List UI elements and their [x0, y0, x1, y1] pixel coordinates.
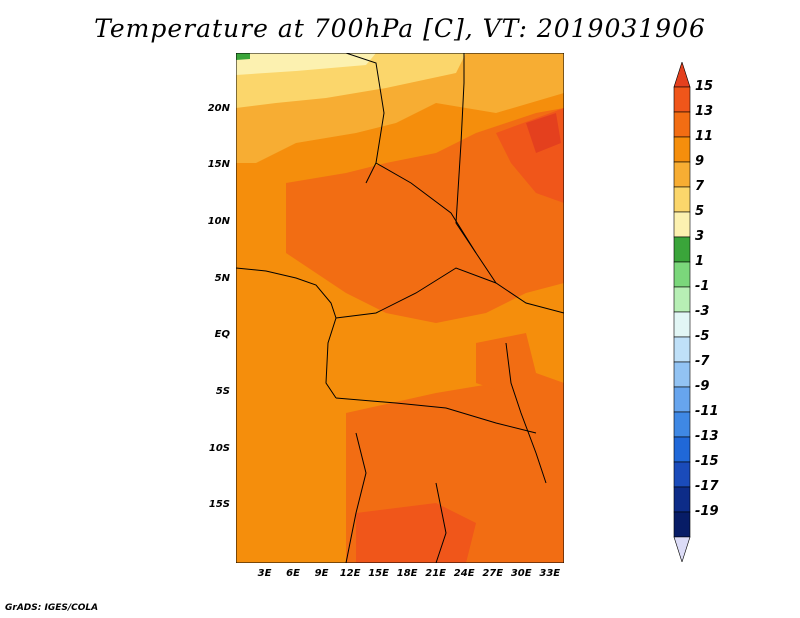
colorbar-swatch [673, 186, 691, 213]
colorbar-label: 7 [695, 179, 705, 194]
colorbar-label: 5 [695, 204, 705, 219]
colorbar-swatch [673, 236, 691, 263]
colorbar-label: 13 [695, 104, 714, 119]
lat-tick-label: 10S [208, 442, 230, 454]
colorbar [673, 62, 691, 562]
political-borders [235, 52, 565, 564]
colorbar-swatch [673, 461, 691, 488]
colorbar-swatch [673, 411, 691, 438]
colorbar-label: -15 [695, 454, 719, 469]
lat-tick-label: 5N [214, 272, 230, 284]
colorbar-swatch [673, 261, 691, 288]
colorbar-swatch [673, 536, 691, 562]
colorbar-swatch [673, 62, 691, 88]
map-panel [235, 52, 565, 564]
lon-tick-label: 9E [314, 568, 329, 579]
band-11-north [286, 108, 564, 323]
colorbar-label: 15 [695, 79, 714, 94]
colorbar-swatch [673, 311, 691, 338]
colorbar-swatch [673, 436, 691, 463]
lat-tick-label: 10N [207, 216, 230, 227]
temperature-map [235, 52, 565, 564]
colorbar-swatch [673, 511, 691, 538]
colorbar-label: -1 [695, 279, 710, 294]
lon-tick-label: 24E [453, 568, 475, 579]
colorbar-swatch [673, 211, 691, 238]
band-3-north [236, 53, 376, 75]
colorbar-label: -3 [695, 304, 710, 319]
colorbar-swatch [673, 286, 691, 313]
lon-tick-label: 3E [257, 568, 272, 579]
colorbar-swatch [673, 486, 691, 513]
lon-tick-label: 6E [286, 568, 300, 579]
lon-tick-label: 27E [482, 568, 504, 579]
colorbar-label: -5 [695, 329, 710, 344]
grads-credit: GrADS: IGES/COLA [5, 603, 99, 613]
colorbar-label: 1 [695, 254, 705, 269]
lon-tick-label: 12E [339, 568, 361, 579]
lat-tick-label: 5S [215, 386, 230, 397]
colorbar-swatch [673, 386, 691, 413]
colorbar-label: -19 [695, 504, 719, 519]
colorbar-label: -17 [695, 479, 719, 494]
colorbar-swatch [673, 336, 691, 363]
colorbar-swatch [673, 86, 691, 113]
colorbar-label: 11 [695, 129, 714, 144]
colorbar-label: 3 [695, 229, 705, 244]
lon-tick-label: 21E [425, 568, 447, 579]
band-11-east [476, 333, 536, 393]
lon-tick-label: 30E [510, 568, 532, 579]
colorbar-label: -9 [695, 379, 710, 394]
lon-tick-label: 33E [539, 568, 561, 579]
colorbar-label: -13 [695, 429, 719, 444]
lat-tick-label: EQ [214, 329, 230, 341]
map-title: Temperature at 700hPa [C], VT: 201903190… [94, 14, 706, 43]
band-15-northeast [526, 113, 561, 153]
lon-tick-label: 18E [396, 568, 418, 579]
green-corner [236, 53, 250, 60]
colorbar-swatch [673, 161, 691, 188]
colorbar-swatch [673, 111, 691, 138]
lat-tick-label: 15N [207, 159, 230, 171]
lat-tick-label: 20N [207, 102, 230, 114]
colorbar-swatch [673, 361, 691, 388]
colorbar-label: 9 [695, 154, 705, 169]
lat-tick-label: 15S [208, 499, 230, 511]
colorbar-label: -11 [695, 404, 719, 419]
colorbar-swatch [673, 136, 691, 163]
lon-tick-label: 15E [368, 568, 389, 579]
colorbar-label: -7 [695, 354, 710, 369]
band-13-south [356, 503, 476, 563]
